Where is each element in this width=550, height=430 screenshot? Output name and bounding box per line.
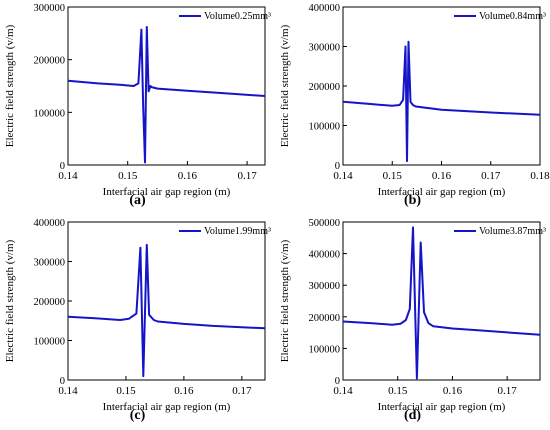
- y-tick-label: 300000: [34, 3, 66, 14]
- x-tick-label: 0.15: [383, 170, 403, 182]
- x-axis-label: Interfacial air gap region (m): [378, 401, 506, 413]
- y-tick-label: 200000: [34, 56, 66, 67]
- legend-label: Volume1.99mm³: [204, 226, 271, 237]
- chart-svg-a: 0.14 0.15 0.16 0.17 0 100000 200000 300000 Inter…: [4, 3, 271, 198]
- x-tick-label: 0.16: [443, 385, 463, 397]
- x-axis-label: Interfacial air gap region (m): [378, 186, 506, 198]
- y-tick-label: 0: [60, 161, 65, 172]
- plot-frame: [342, 221, 541, 381]
- y-tick-label: 0: [335, 376, 340, 387]
- y-tick-label: 400000: [309, 250, 341, 261]
- x-axis-label: Interfacial air gap region (m): [103, 401, 231, 413]
- y-axis-label: Electric field strength (v/m): [4, 239, 16, 362]
- x-tick-label: 0.14: [333, 170, 353, 182]
- x-tick-label: 0.14: [58, 170, 78, 182]
- y-tick-label: 200000: [309, 82, 341, 93]
- y-tick-label: 0: [60, 376, 65, 387]
- y-tick-label: 200000: [34, 297, 66, 308]
- x-tick-label: 0.15: [118, 170, 138, 182]
- x-tick-label: 0.18: [530, 170, 550, 182]
- y-tick-label: 100000: [34, 337, 66, 348]
- plot-frame: [67, 221, 266, 381]
- chart-panel-c: 0.14 0.15 0.16 0.17 0 100000 200000 300000 40000…: [0, 215, 275, 430]
- chart-panel-b: 0.14 0.15 0.16 0.17 0.18 0 100000 200000 300000 4…: [275, 0, 550, 215]
- chart-svg-c: 0.14 0.15 0.16 0.17 0 100000 200000 300000 40000…: [4, 218, 271, 413]
- panel-label-text-d: (d): [403, 408, 422, 423]
- x-tick-label: 0.15: [116, 385, 136, 397]
- y-tick-label: 500000: [309, 218, 341, 229]
- legend-label: Volume0.25mm³: [204, 11, 271, 22]
- y-tick-label: 400000: [34, 218, 66, 229]
- y-tick-label: 300000: [34, 258, 66, 269]
- x-tick-label: 0.17: [498, 385, 518, 397]
- x-tick-label: 0.16: [174, 385, 194, 397]
- x-tick-label: 0.15: [388, 385, 408, 397]
- x-axis-label: Interfacial air gap region (m): [103, 186, 231, 198]
- x-tick-label: 0.14: [333, 385, 353, 397]
- panel-label-b: (b): [275, 193, 550, 209]
- legend-label: Volume3.87mm³: [479, 226, 546, 237]
- panel-label-text-b: (b): [403, 193, 422, 208]
- x-tick-label: 0.17: [237, 170, 257, 182]
- chart-svg-b: 0.14 0.15 0.16 0.17 0.18 0 100000 200000 300000 4…: [279, 3, 550, 198]
- y-tick-label: 400000: [309, 3, 341, 14]
- x-tick-label: 0.17: [481, 170, 501, 182]
- x-tick-label: 0.14: [58, 385, 78, 397]
- y-axis-label: Electric field strength (v/m): [279, 239, 291, 362]
- x-tick-label: 0.17: [232, 385, 252, 397]
- series-line: [67, 26, 266, 164]
- chart-panel-d: 0.14 0.15 0.16 0.17 0 100000 200000 300000 40000…: [275, 215, 550, 430]
- chart-svg-d: 0.14 0.15 0.16 0.17 0 100000 200000 300000 40000…: [279, 218, 546, 413]
- chart-panel-a: 0.14 0.15 0.16 0.17 0 100000 200000 300000 Inter…: [0, 0, 275, 215]
- y-tick-label: 300000: [309, 43, 341, 54]
- plot-frame: [67, 6, 266, 166]
- y-tick-label: 100000: [309, 344, 341, 355]
- series-line: [67, 243, 266, 378]
- series-line: [342, 226, 541, 380]
- panel-label-text-c: (c): [129, 408, 146, 423]
- y-tick-label: 300000: [309, 281, 341, 292]
- plot-frame: [342, 6, 541, 166]
- y-tick-label: 100000: [309, 122, 341, 133]
- y-axis-label: Electric field strength (v/m): [4, 24, 16, 147]
- panel-label-text-a: (a): [129, 193, 146, 208]
- series-line: [342, 40, 541, 163]
- y-axis-label: Electric field strength (v/m): [279, 24, 291, 147]
- panel-label-c: (c): [0, 408, 275, 424]
- legend-label: Volume0.84mm³: [479, 11, 546, 22]
- y-tick-label: 100000: [34, 108, 66, 119]
- panel-label-a: (a): [0, 193, 275, 209]
- y-tick-label: 200000: [309, 313, 341, 324]
- x-tick-label: 0.16: [432, 170, 452, 182]
- panel-label-d: (d): [275, 408, 550, 424]
- y-tick-label: 0: [335, 161, 340, 172]
- x-tick-label: 0.16: [178, 170, 198, 182]
